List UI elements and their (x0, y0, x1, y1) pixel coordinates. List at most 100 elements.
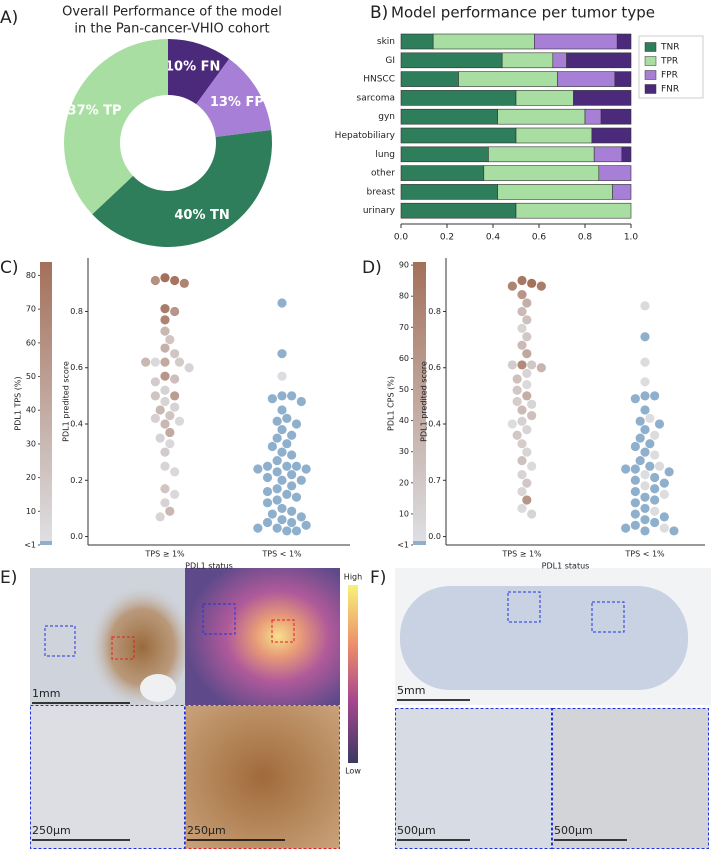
swarm-point (141, 357, 151, 367)
scale-label: 500µm (397, 824, 436, 837)
swarm-point (635, 433, 645, 443)
heat-colorbar (348, 585, 358, 763)
swarm-point (654, 419, 665, 429)
swarm-point (536, 281, 546, 291)
x-tick-label: TPS < 1% (261, 550, 302, 559)
swarm-point (160, 315, 170, 325)
swarm-point (282, 489, 292, 499)
swarm-point (522, 368, 532, 378)
colorbar-label: PDL1 CPS (%) (387, 376, 396, 431)
swarm-point (630, 464, 640, 474)
swarm-point (296, 475, 306, 485)
swarm-point (291, 492, 302, 502)
swarm-point (277, 515, 287, 525)
colorbar-tick-label: 70 (26, 305, 36, 314)
bar-segment (534, 33, 618, 50)
swarm-point (160, 419, 170, 429)
swarm-point (165, 439, 175, 449)
swarm-point (659, 523, 669, 533)
colorbar-tick-label: 30 (26, 439, 36, 448)
swarm-point (522, 391, 532, 401)
swarm-point (262, 472, 273, 483)
swarm-point (160, 498, 170, 508)
swarm-point (282, 526, 292, 536)
bar-segment (515, 202, 632, 219)
swarm-point (640, 492, 650, 502)
swarm-point (277, 503, 287, 514)
colorbar-label: PDL1 TPS (%) (14, 376, 23, 430)
colorbar-high: High (344, 573, 362, 582)
roi-box (44, 625, 76, 657)
swarm-point (287, 450, 297, 460)
swarm-point (517, 455, 527, 466)
y-tick-label: sarcoma (357, 93, 395, 103)
swarm-point (277, 447, 287, 457)
vessel (140, 674, 176, 702)
swarm-point (640, 503, 650, 514)
bar-segment (483, 165, 600, 181)
swarm-point (165, 506, 175, 516)
y-tick-label: 0.6 (70, 363, 83, 372)
colorbar-tick-label: 30 (399, 447, 409, 456)
swarm-point (517, 289, 527, 300)
swarm-point (522, 380, 532, 390)
y-tick-label: 0.0 (70, 532, 83, 541)
swarm-point (512, 430, 522, 440)
swarm-point (517, 323, 527, 333)
donut-slice (196, 58, 272, 137)
x-tick-label: 0.8 (578, 233, 593, 243)
swarm-point (517, 470, 527, 480)
swarm-point (165, 410, 175, 421)
bar-segment (400, 33, 434, 50)
swarm-point (650, 495, 660, 505)
swarm-point (635, 416, 645, 426)
swarm-point (155, 405, 165, 415)
colorbar-tick-label: 80 (26, 271, 36, 280)
bar-segment (400, 127, 517, 144)
panel-label: A) (0, 8, 18, 28)
y-tick-label: 0.6 (428, 363, 441, 372)
swarm-point (522, 315, 532, 325)
bar-segment (400, 71, 459, 87)
swarm-point (165, 334, 175, 345)
panel-f: F) 5mm 500µm 500µm (370, 568, 711, 849)
swarm-point (267, 394, 277, 404)
swarm-point (645, 413, 655, 423)
chart-title: Model performance per tumor type (391, 4, 655, 22)
swarm-point (669, 526, 679, 536)
bar-segment (584, 108, 602, 125)
swarm-point (512, 374, 522, 384)
bar-segment (593, 146, 623, 163)
legend-label: FNR (661, 85, 679, 95)
colorbar-tick-label: 80 (399, 292, 409, 301)
swarm-point (170, 275, 180, 286)
swarm-point (507, 360, 517, 370)
swarm-point (659, 478, 669, 488)
bar-segment (612, 184, 632, 200)
swarm-point (517, 340, 527, 350)
swarm-point (536, 363, 546, 373)
swarm-point (630, 498, 640, 508)
swarm-point (262, 486, 273, 497)
swarm-point (272, 416, 282, 426)
swarm-point (277, 298, 287, 308)
zoom-image (30, 705, 185, 849)
swarm-point (640, 481, 650, 491)
panel-label: F) (370, 568, 386, 588)
y-tick-label: skin (377, 37, 395, 47)
colorbar-tick-label: 40 (399, 416, 409, 425)
swarm-point (277, 349, 287, 359)
y-tick-label: urinary (363, 206, 396, 216)
scale-label: 250µm (187, 824, 226, 837)
swarm-point (160, 357, 170, 367)
swarm-point (650, 484, 660, 494)
swarm-point (291, 526, 302, 536)
swarm-point (160, 371, 170, 381)
colorbar-tick-label: 90 (399, 261, 409, 270)
swarm-point (527, 278, 537, 288)
roi-box (507, 591, 541, 623)
swarm-point (621, 523, 631, 533)
swarm-point (517, 439, 527, 449)
swarm-point (287, 481, 297, 491)
